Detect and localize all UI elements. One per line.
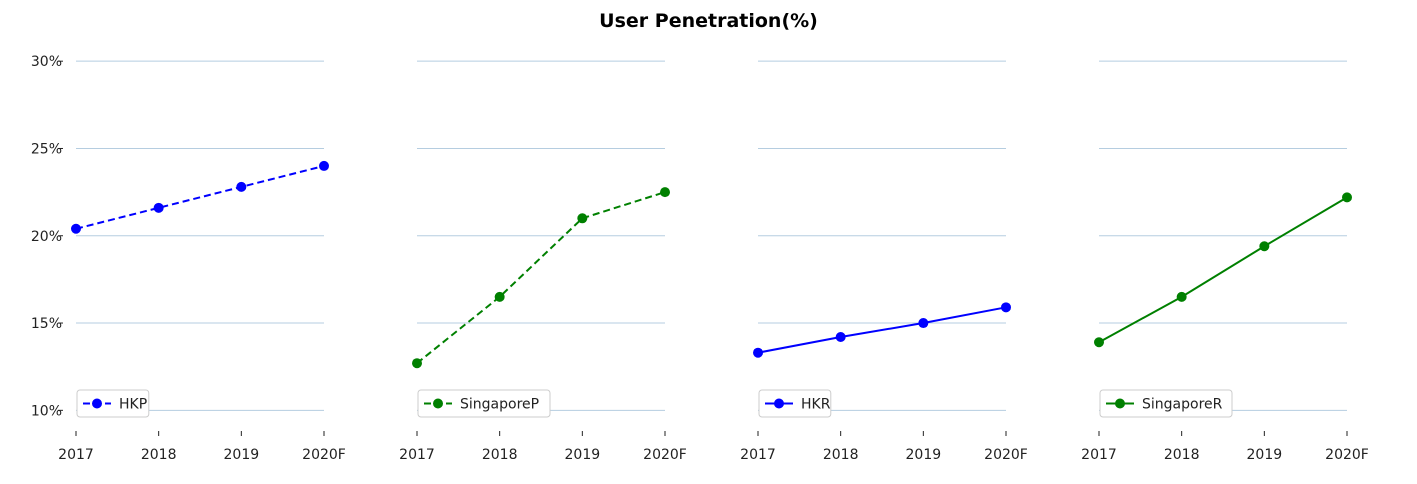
legend-box <box>417 389 551 418</box>
x-tick-label: 2019 <box>565 447 601 463</box>
y-tick-label: 15% <box>31 316 62 332</box>
x-tick-label: 2018 <box>823 447 859 463</box>
x-tick-label: 2017 <box>399 447 435 463</box>
x-tick-label: 2020F <box>984 447 1028 463</box>
data-point <box>412 358 422 369</box>
x-tick-label: 2018 <box>141 447 177 463</box>
data-point <box>319 160 329 171</box>
x-tick-label: 2019 <box>224 447 260 463</box>
x-tick-label: 2017 <box>1081 447 1117 463</box>
legend-box <box>1099 389 1233 418</box>
legend-swatch-marker <box>433 398 443 409</box>
legend-box <box>758 389 832 418</box>
data-point <box>918 318 929 329</box>
data-point <box>835 332 846 343</box>
data-point <box>660 187 670 198</box>
legend-label: HKP <box>119 397 147 413</box>
data-point <box>1001 302 1011 313</box>
y-tick-label: 25% <box>31 141 62 157</box>
data-point <box>577 213 588 224</box>
legend-label: HKR <box>801 397 831 413</box>
x-tick-label: 2017 <box>58 447 94 463</box>
chart-title: User Penetration(%) <box>599 10 818 32</box>
legend-swatch-marker <box>92 398 102 409</box>
y-tick-label: 20% <box>31 229 62 245</box>
x-tick-label: 2019 <box>906 447 942 463</box>
y-tick-label: 10% <box>31 403 62 419</box>
x-tick-label: 2020F <box>1325 447 1369 463</box>
x-tick-label: 2018 <box>1164 447 1200 463</box>
data-point <box>1342 192 1352 203</box>
x-tick-label: 2018 <box>482 447 518 463</box>
data-point <box>1176 291 1187 302</box>
x-tick-label: 2019 <box>1247 447 1283 463</box>
series-line-HKP <box>75 164 325 230</box>
y-tick-label: 30% <box>31 54 62 70</box>
legend-label: SingaporeP <box>460 397 539 413</box>
legend-box <box>76 389 150 418</box>
x-tick-label: 2020F <box>302 447 346 463</box>
legend-swatch-marker <box>774 398 784 409</box>
data-point <box>753 347 763 358</box>
data-point <box>236 181 247 192</box>
series-line-HKR <box>757 306 1007 354</box>
legend-label: SingaporeR <box>1142 397 1223 413</box>
data-point <box>494 291 505 302</box>
data-point <box>71 223 81 234</box>
data-point <box>1259 241 1270 252</box>
x-tick-label: 2017 <box>740 447 776 463</box>
data-point <box>153 202 164 213</box>
x-tick-label: 2020F <box>643 447 687 463</box>
series-line-SingaporeP <box>416 191 666 364</box>
series-line-SingaporeR <box>1098 196 1348 344</box>
legend-swatch-marker <box>1115 398 1125 409</box>
data-point <box>1094 337 1104 348</box>
